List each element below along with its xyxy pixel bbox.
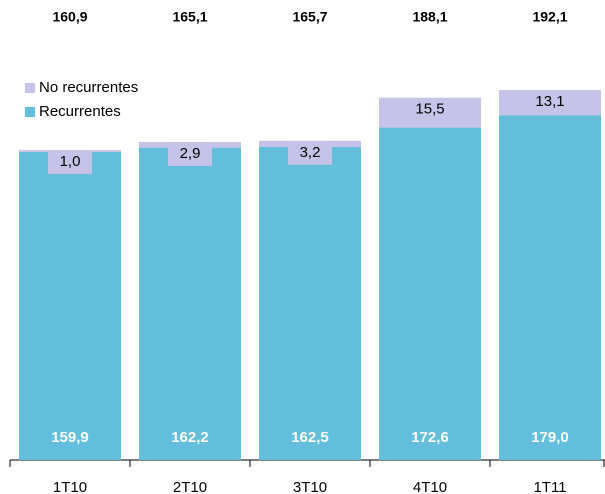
value-label: 13,1 (535, 93, 564, 110)
bar-segment (19, 152, 121, 460)
x-tick-label: 1T10 (53, 479, 87, 494)
bar-segment (379, 127, 481, 461)
total-label: 160,9 (52, 9, 87, 25)
value-label: 2,9 (180, 145, 201, 162)
total-label: 188,1 (412, 9, 447, 25)
total-label: 165,7 (292, 9, 327, 25)
legend-label: Recurrentes (39, 103, 121, 120)
value-label: 172,6 (411, 429, 449, 446)
legend-swatch (25, 107, 35, 117)
value-label: 3,2 (300, 144, 321, 161)
bar-segment (139, 147, 241, 461)
label-box (528, 90, 572, 115)
bar-segment (379, 97, 481, 128)
value-label: 159,9 (51, 429, 89, 446)
value-label: 179,0 (531, 429, 569, 446)
legend-label: No recurrentes (39, 79, 138, 96)
value-label: 15,5 (415, 101, 444, 118)
x-tick-label: 4T10 (413, 479, 447, 494)
value-label: 162,5 (291, 429, 329, 446)
legend-swatch (25, 83, 35, 93)
total-label: 165,1 (172, 9, 207, 25)
x-tick-label: 3T10 (293, 479, 327, 494)
value-label: 162,2 (171, 429, 209, 446)
x-tick-label: 2T10 (173, 479, 207, 494)
bar-segment (499, 115, 601, 460)
label-box (288, 140, 332, 165)
total-label: 192,1 (532, 9, 567, 25)
value-label: 1,0 (60, 153, 81, 170)
x-tick-label: 1T11 (533, 479, 566, 494)
label-box (48, 150, 92, 175)
label-box (168, 142, 212, 167)
bar-segment (259, 147, 361, 460)
